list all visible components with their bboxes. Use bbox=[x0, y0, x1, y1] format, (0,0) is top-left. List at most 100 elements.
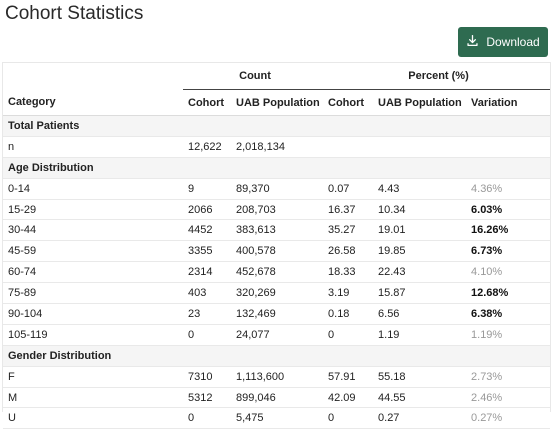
column-header-cohort-percent[interactable]: Cohort bbox=[323, 89, 374, 116]
cell-category: F bbox=[3, 366, 183, 388]
page-title: Cohort Statistics bbox=[5, 3, 144, 24]
section-label: Age Distribution bbox=[3, 157, 550, 179]
cell-category: U bbox=[3, 407, 183, 429]
cell-variation: 1.19% bbox=[466, 324, 550, 346]
cell-variation: 6.03% bbox=[466, 199, 550, 221]
cell-uab-count: 5,475 bbox=[231, 407, 324, 429]
cell-uab-count: 383,613 bbox=[231, 219, 324, 242]
cell-cohort-count: 2066 bbox=[183, 199, 231, 221]
cell-uab-percent: 10.34 bbox=[373, 199, 467, 221]
cell-uab-count: 132,469 bbox=[231, 303, 324, 325]
cell-uab-percent: 6.56 bbox=[373, 303, 467, 325]
table-row: U 0 5,475 0 0.27 0.27% bbox=[3, 407, 550, 429]
cell-cohort-percent: 16.37 bbox=[323, 199, 374, 221]
cell-cohort-count: 4452 bbox=[183, 219, 231, 242]
download-label: Download bbox=[486, 35, 540, 49]
cell-cohort-count: 2314 bbox=[183, 261, 231, 284]
group-header-count: Count bbox=[183, 63, 324, 90]
cell-variation: 12.68% bbox=[466, 282, 550, 305]
cell-variation: 2.46% bbox=[466, 387, 550, 409]
cell-cohort-count: 3355 bbox=[183, 240, 231, 263]
table-row: 90-104 23 132,469 0.18 6.56 6.38% bbox=[3, 303, 550, 325]
cell-cohort-count: 12,622 bbox=[183, 136, 231, 158]
cell-uab-percent: 19.01 bbox=[373, 219, 467, 242]
cell-cohort-percent: 0.07 bbox=[323, 178, 374, 200]
cell-cohort-count: 7310 bbox=[183, 366, 231, 388]
cell-uab-count: 320,269 bbox=[231, 282, 324, 305]
cell-category: n bbox=[3, 136, 183, 158]
table-row: F 7310 1,113,600 57.91 55.18 2.73% bbox=[3, 366, 550, 388]
cell-cohort-count: 0 bbox=[183, 407, 231, 429]
cell-uab-count: 400,578 bbox=[231, 240, 324, 263]
cell-uab-percent: 0.27 bbox=[373, 407, 467, 429]
cell-category: 45-59 bbox=[3, 240, 183, 263]
cell-category: 105-119 bbox=[3, 324, 183, 346]
column-header-variation[interactable]: Variation bbox=[466, 89, 550, 116]
cell-cohort-count: 0 bbox=[183, 324, 231, 346]
cell-cohort-percent: 3.19 bbox=[323, 282, 374, 305]
cell-category: 75-89 bbox=[3, 282, 183, 305]
cell-uab-percent: 55.18 bbox=[373, 366, 467, 388]
cell-category: 90-104 bbox=[3, 303, 183, 325]
cell-uab-percent: 4.43 bbox=[373, 178, 467, 200]
cell-category: 15-29 bbox=[3, 199, 183, 221]
section-row: Age Distribution bbox=[3, 157, 550, 179]
table-row: 75-89 403 320,269 3.19 15.87 12.68% bbox=[3, 282, 550, 305]
column-header-cohort-count[interactable]: Cohort bbox=[183, 89, 231, 116]
column-header-uab-count[interactable]: UAB Population bbox=[231, 89, 324, 116]
cell-cohort-count: 9 bbox=[183, 178, 231, 200]
cell-uab-percent: 22.43 bbox=[373, 261, 467, 284]
table-body: Total Patients n 12,622 2,018,134 Age Distri… bbox=[3, 115, 550, 429]
cell-category: M bbox=[3, 387, 183, 409]
table-row: M 5312 899,046 42.09 44.55 2.46% bbox=[3, 387, 550, 409]
cell-uab-count: 899,046 bbox=[231, 387, 324, 409]
table-row: 105-119 0 24,077 0 1.19 1.19% bbox=[3, 324, 550, 346]
column-header-category[interactable]: Category bbox=[3, 89, 183, 116]
cell-cohort-percent: 18.33 bbox=[323, 261, 374, 284]
cell-variation: 16.26% bbox=[466, 219, 550, 242]
cell-category: 0-14 bbox=[3, 178, 183, 200]
cell-uab-percent: 15.87 bbox=[373, 282, 467, 305]
column-header-uab-percent[interactable]: UAB Population bbox=[373, 89, 467, 116]
cell-cohort-percent: 57.91 bbox=[323, 366, 374, 388]
section-label: Gender Distribution bbox=[3, 345, 550, 367]
cell-category: 30-44 bbox=[3, 219, 183, 242]
cell-variation: 4.36% bbox=[466, 178, 550, 200]
cell-variation: 6.38% bbox=[466, 303, 550, 325]
cohort-stats-table: Count Percent (%) Category Cohort UAB Po… bbox=[2, 62, 551, 429]
table-row: 45-59 3355 400,578 26.58 19.85 6.73% bbox=[3, 240, 550, 263]
cell-cohort-percent: 35.27 bbox=[323, 219, 374, 242]
cell-uab-percent: 19.85 bbox=[373, 240, 467, 263]
cell-cohort-percent: 26.58 bbox=[323, 240, 374, 263]
cell-variation: 0.27% bbox=[466, 407, 550, 429]
cell-uab-percent: 1.19 bbox=[373, 324, 467, 346]
cell-category: 60-74 bbox=[3, 261, 183, 284]
section-row: Total Patients bbox=[3, 115, 550, 137]
download-icon bbox=[466, 34, 479, 50]
cell-uab-count: 452,678 bbox=[231, 261, 324, 284]
cell-uab-percent: 44.55 bbox=[373, 387, 467, 409]
cell-variation: 6.73% bbox=[466, 240, 550, 263]
section-label: Total Patients bbox=[3, 115, 550, 137]
table-row: 30-44 4452 383,613 35.27 19.01 16.26% bbox=[3, 219, 550, 242]
cell-variation: 2.73% bbox=[466, 366, 550, 388]
cell-uab-percent bbox=[373, 136, 467, 158]
cell-cohort-count: 23 bbox=[183, 303, 231, 325]
cell-uab-count: 1,113,600 bbox=[231, 366, 324, 388]
cell-uab-count: 2,018,134 bbox=[231, 136, 324, 158]
cell-uab-count: 208,703 bbox=[231, 199, 324, 221]
cell-cohort-percent: 0 bbox=[323, 407, 374, 429]
cell-uab-count: 89,370 bbox=[231, 178, 324, 200]
table-row: 15-29 2066 208,703 16.37 10.34 6.03% bbox=[3, 199, 550, 221]
header-spacer bbox=[3, 63, 183, 90]
cell-variation bbox=[466, 136, 550, 158]
cell-variation: 4.10% bbox=[466, 261, 550, 284]
cell-cohort-count: 5312 bbox=[183, 387, 231, 409]
download-button[interactable]: Download bbox=[458, 27, 548, 57]
group-header-percent: Percent (%) bbox=[323, 63, 550, 90]
table-row: n 12,622 2,018,134 bbox=[3, 136, 550, 158]
cell-cohort-percent: 42.09 bbox=[323, 387, 374, 409]
cell-cohort-percent: 0 bbox=[323, 324, 374, 346]
cell-cohort-percent bbox=[323, 136, 374, 158]
table-row: 0-14 9 89,370 0.07 4.43 4.36% bbox=[3, 178, 550, 200]
